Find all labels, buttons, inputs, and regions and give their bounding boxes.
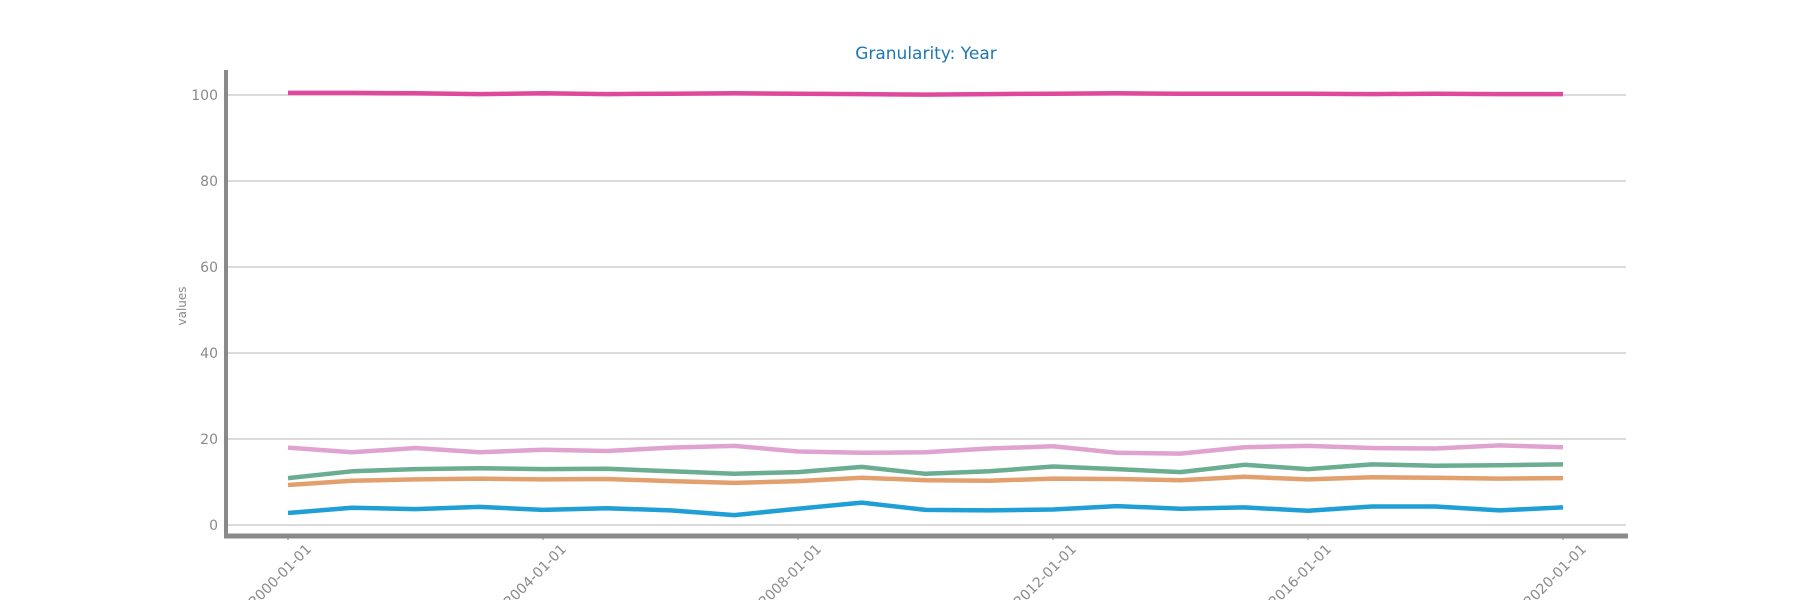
series-line-4 xyxy=(287,474,1564,488)
x-tick-label: 2004-01-01 xyxy=(501,542,570,600)
y-tick-labels: 0 20 40 60 80 100 xyxy=(191,88,218,534)
series-line-2 xyxy=(287,443,1564,456)
series-lines xyxy=(287,90,1564,518)
series-line-1 xyxy=(288,90,1563,97)
axes xyxy=(224,70,1628,539)
y-tick-label: 100 xyxy=(191,88,218,104)
series-line-3 xyxy=(287,462,1564,481)
y-tick-label: 20 xyxy=(200,432,218,448)
y-tick-label: 60 xyxy=(200,260,218,276)
series-line-5 xyxy=(287,500,1564,518)
x-tick-label: 2000-01-01 xyxy=(246,542,315,600)
y-tick-label: 40 xyxy=(200,346,218,362)
x-tick-label: 2008-01-01 xyxy=(756,542,825,600)
chart-title: Granularity: Year xyxy=(855,44,997,64)
x-tick-label: 2012-01-01 xyxy=(1011,542,1080,600)
x-tick-labels: 2000-01-01 2004-01-01 2008-01-01 2012-01-01… xyxy=(246,534,1590,600)
y-tick-label: 0 xyxy=(209,518,218,534)
grid-lines xyxy=(226,94,1626,526)
x-tick-label: 2020-01-01 xyxy=(1521,542,1590,600)
x-tick-label: 2016-01-01 xyxy=(1266,542,1335,600)
y-axis-label: values xyxy=(175,286,189,325)
y-tick-label: 80 xyxy=(200,174,218,190)
